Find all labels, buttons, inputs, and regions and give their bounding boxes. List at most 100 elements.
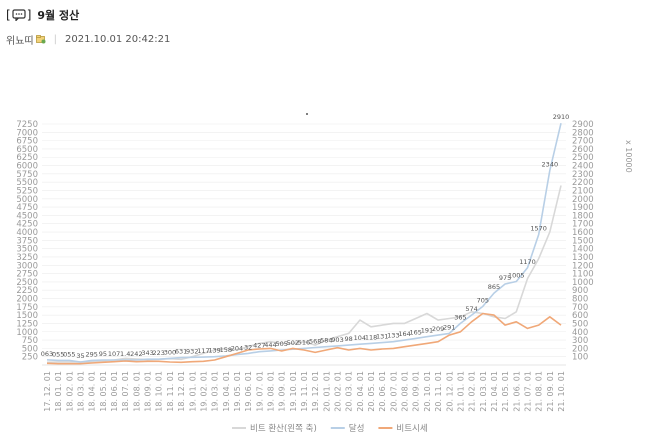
x-tick-label: 19. 01. 01	[188, 371, 197, 412]
x-tick-label: 18. 05. 01	[99, 371, 108, 412]
right-tick-label: 1400	[572, 245, 594, 255]
right-tick-label: 900	[572, 286, 588, 296]
x-tick-label: 21. 02. 01	[468, 371, 477, 412]
author-name: 위뇨띠	[6, 35, 34, 47]
x-tick-label: 21. 08. 01	[535, 371, 544, 412]
x-tick-label: 19. 04. 01	[222, 371, 231, 412]
series-line	[46, 123, 562, 363]
title-row: [ ] 9월 정산	[6, 6, 652, 24]
x-tick-label: 20. 10. 01	[423, 371, 432, 412]
right-tick-label: 2800	[572, 128, 594, 138]
x-tick-label: 20. 02. 01	[334, 371, 343, 412]
right-tick-label: 2400	[572, 162, 594, 172]
data-label: 118	[365, 333, 377, 341]
x-tick-label: 20. 06. 01	[378, 371, 387, 412]
data-label: 35	[76, 352, 84, 360]
left-tick-label: 7000	[16, 128, 38, 138]
data-label: 32	[244, 343, 252, 351]
data-label: 204	[231, 345, 243, 353]
category-badge[interactable]: [ ]	[6, 8, 31, 22]
data-label: 291	[443, 323, 455, 331]
right-tick-label: 2700	[572, 137, 594, 147]
data-label: 631	[175, 348, 187, 356]
x-tick-label: 19. 12. 01	[311, 371, 320, 412]
x-tick-label: 19. 02. 01	[199, 371, 208, 412]
left-tick-label: 1000	[16, 328, 38, 338]
right-tick-label: 100	[572, 353, 588, 363]
data-label: 1005	[508, 271, 525, 279]
x-tick-label: 19. 10. 01	[289, 371, 298, 412]
right-tick-label: 600	[572, 311, 588, 321]
right-tick-label: 700	[572, 303, 588, 313]
x-tick-label: 19. 09. 01	[278, 371, 287, 412]
right-tick-label: 2300	[572, 170, 594, 180]
category-bracket-open: [	[6, 8, 11, 22]
data-label: 117	[197, 347, 209, 355]
data-label: 427	[253, 342, 265, 350]
left-tick-label: 1500	[16, 311, 38, 321]
left-tick-label: 2750	[16, 270, 38, 280]
chart-legend: 비트 환산(왼쪽 축) 달성 비트시세	[232, 423, 428, 434]
left-tick-label: 3750	[16, 236, 38, 246]
left-tick-label: 6000	[16, 162, 38, 172]
left-tick-label: 3250	[16, 253, 38, 263]
right-tick-label: 2600	[572, 145, 594, 155]
data-label: 191	[421, 327, 433, 335]
speech-bubble-icon	[12, 9, 26, 21]
left-tick-label: 3000	[16, 261, 38, 271]
right-tick-label: 1600	[572, 228, 594, 238]
right-tick-label: 300	[572, 336, 588, 346]
left-tick-label: 2000	[16, 295, 38, 305]
post-title[interactable]: 9월 정산	[37, 9, 80, 22]
data-label: 975	[499, 274, 511, 282]
post-meta: 위뇨띠 | 2021.10.01 20:42:21	[6, 30, 652, 48]
left-tick-label: 5000	[16, 195, 38, 205]
left-tick-label: 4000	[16, 228, 38, 238]
x-tick-label: 20. 01. 01	[322, 371, 331, 412]
right-tick-label: 1900	[572, 203, 594, 213]
left-tick-label: 250	[22, 353, 38, 363]
data-label: 209	[432, 325, 444, 333]
legend-label: 비트시세	[396, 424, 427, 434]
stray-dot	[306, 113, 308, 115]
x-tick-label: 20. 11. 01	[434, 371, 443, 412]
meta-separator: |	[53, 33, 57, 45]
left-axis: 2505007501000125015001750200022502500275…	[16, 120, 38, 363]
data-label: 502	[287, 339, 299, 347]
data-label: 568	[309, 338, 321, 346]
left-tick-label: 2500	[16, 278, 38, 288]
right-tick-label: 1700	[572, 220, 594, 230]
right-tick-label: 2200	[572, 178, 594, 188]
line-chart: 2505007501000125015001750200022502500275…	[16, 113, 633, 434]
x-tick-label: 21. 03. 01	[479, 371, 488, 412]
data-label: 932	[186, 347, 198, 355]
x-tick-label: 18. 03. 01	[77, 371, 86, 412]
data-label: 055	[52, 350, 64, 358]
x-tick-label: 20. 12. 01	[445, 371, 454, 412]
x-axis: 17. 12. 01 18. 01. 01 18. 02. 01 18. 03. 01…	[43, 371, 566, 412]
data-label: 055	[63, 350, 75, 358]
category-bracket-close: ]	[26, 8, 32, 22]
author[interactable]: 위뇨띠	[6, 32, 46, 47]
data-label: 98	[345, 335, 353, 343]
left-tick-label: 4750	[16, 203, 38, 213]
x-tick-label: 19. 11. 01	[300, 371, 309, 412]
data-label: 158	[220, 346, 232, 354]
x-tick-label: 21. 04. 01	[490, 371, 499, 412]
right-axis: 1002003004005006007008009001000110012001…	[572, 120, 594, 363]
left-tick-label: 6750	[16, 137, 38, 147]
left-tick-label: 4500	[16, 211, 38, 221]
right-tick-label: 2100	[572, 186, 594, 196]
data-label: 584	[320, 337, 332, 345]
data-label: 133	[387, 332, 399, 340]
x-tick-label: 21. 05. 01	[501, 371, 510, 412]
x-tick-label: 19. 08. 01	[266, 371, 275, 412]
data-label: 164	[398, 330, 410, 338]
right-tick-label: 400	[572, 328, 588, 338]
data-label: 1570	[530, 225, 547, 233]
left-tick-label: 7250	[16, 120, 38, 130]
data-label: 295	[85, 350, 97, 358]
right-tick-label: 1200	[572, 261, 594, 271]
data-label: 903	[331, 336, 343, 344]
x-tick-label: 20. 03. 01	[345, 371, 354, 412]
